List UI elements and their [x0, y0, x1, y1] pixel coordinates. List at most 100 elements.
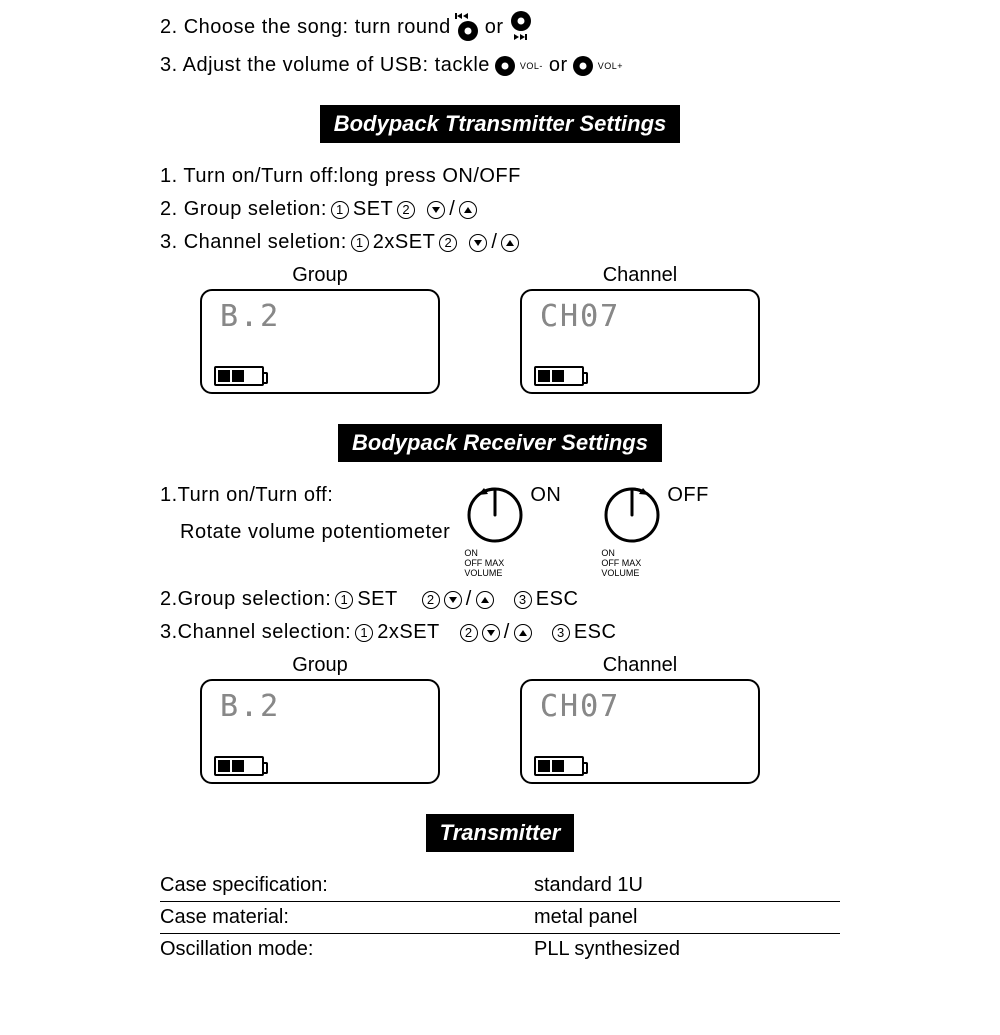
lcd-group-box: Group B.2: [200, 264, 440, 394]
section2-header: Bodypack Receiver Settings: [338, 424, 662, 462]
sec1-line1: 1. Turn on/Turn off:long press ON/OFF: [160, 165, 840, 188]
text: 3. Adjust the volume of USB: tackle: [160, 54, 490, 77]
step-2-icon: 2: [397, 201, 415, 219]
slash: /: [504, 621, 510, 644]
table-row: Case specification: standard 1U: [160, 870, 840, 902]
spec-table: Case specification: standard 1U Case mat…: [160, 870, 840, 965]
next-track-dial-icon: [508, 10, 534, 44]
up-button-icon: [476, 591, 494, 609]
text: OFF MAX: [464, 558, 561, 568]
text: 2xSET: [377, 621, 440, 644]
lcd-channel-box: Channel CH07: [520, 264, 760, 394]
text: 2. Group seletion:: [160, 198, 327, 221]
lcd-channel-label: Channel: [520, 654, 760, 677]
down-button-icon: [427, 201, 445, 219]
lcd-group-display: B.2: [200, 289, 440, 394]
text: Rotate volume potentiometer: [160, 521, 450, 544]
table-row: Case material: metal panel: [160, 902, 840, 934]
sec1-lcd-row: Group B.2 Channel CH07: [200, 264, 840, 394]
knob-sub: ON OFF MAX VOLUME: [601, 548, 709, 578]
text: or: [485, 16, 504, 39]
lcd-channel-display: CH07: [520, 679, 760, 784]
step-1-icon: 1: [355, 624, 373, 642]
text: 2.Group selection:: [160, 588, 331, 611]
intro-line-3: 3. Adjust the volume of USB: tackle VOL-…: [160, 54, 840, 77]
sec1-line2: 2. Group seletion: 1 SET 2 /: [160, 198, 840, 221]
section1-header-wrap: Bodypack Ttransmitter Settings: [160, 87, 840, 155]
spec-val: metal panel: [534, 902, 840, 934]
text: ON: [464, 548, 561, 558]
spec-val: PLL synthesized: [534, 934, 840, 966]
vol-up-dial-icon: [572, 54, 594, 77]
text: ESC: [574, 621, 617, 644]
step-2-icon: 2: [439, 234, 457, 252]
sec2-line1: 1.Turn on/Turn off: Rotate volume potent…: [160, 484, 840, 578]
section1-header: Bodypack Ttransmitter Settings: [320, 105, 681, 143]
up-button-icon: [501, 234, 519, 252]
sec2-line3: 3.Channel selection: 1 2xSET 2 / 3 ESC: [160, 621, 840, 644]
text: 2. Choose the song: turn round: [160, 16, 451, 39]
lcd-group-label: Group: [200, 654, 440, 677]
page-root: 2. Choose the song: turn round or 3. Adj…: [0, 10, 1000, 965]
sec2-line1-text: 1.Turn on/Turn off: Rotate volume potent…: [160, 484, 450, 544]
step-1-icon: 1: [351, 234, 369, 252]
step-2-icon: 2: [422, 591, 440, 609]
lcd-channel-box: Channel CH07: [520, 654, 760, 784]
lcd-channel-display: CH07: [520, 289, 760, 394]
sec2-line2: 2.Group selection: 1 SET 2 / 3 ESC: [160, 588, 840, 611]
vol-plus-label: VOL+: [598, 61, 623, 71]
step-3-icon: 3: [514, 591, 532, 609]
step-2-icon: 2: [460, 624, 478, 642]
step-1-icon: 1: [331, 201, 349, 219]
down-button-icon: [444, 591, 462, 609]
text: 2xSET: [373, 231, 436, 254]
knob-on-icon: [464, 484, 526, 546]
lcd-group-box: Group B.2: [200, 654, 440, 784]
lcd-channel-value: CH07: [534, 299, 746, 334]
vol-down-dial-icon: [494, 54, 516, 77]
text: SET: [353, 198, 393, 221]
knob-sub: ON OFF MAX VOLUME: [464, 548, 561, 578]
battery-icon: [214, 366, 264, 386]
battery-icon: [534, 756, 584, 776]
spec-val: standard 1U: [534, 870, 840, 902]
section3-header-wrap: Transmitter: [160, 796, 840, 864]
prev-track-dial-icon: [455, 10, 481, 44]
lcd-group-label: Group: [200, 264, 440, 287]
step-1-icon: 1: [335, 591, 353, 609]
lcd-group-value: B.2: [214, 299, 426, 334]
step-3-icon: 3: [552, 624, 570, 642]
text: 3. Channel seletion:: [160, 231, 347, 254]
up-button-icon: [459, 201, 477, 219]
vol-minus-label: VOL-: [520, 61, 543, 71]
lcd-channel-label: Channel: [520, 264, 760, 287]
spec-key: Oscillation mode:: [160, 934, 534, 966]
intro-line-2: 2. Choose the song: turn round or: [160, 10, 840, 44]
text: OFF MAX: [601, 558, 709, 568]
section3-header: Transmitter: [426, 814, 575, 852]
spec-key: Case specification:: [160, 870, 534, 902]
knob-off-block: OFF ON OFF MAX VOLUME: [601, 484, 709, 578]
battery-icon: [534, 366, 584, 386]
text: SET: [357, 588, 397, 611]
off-label: OFF: [667, 484, 709, 507]
text: or: [549, 54, 568, 77]
table-row: Oscillation mode: PLL synthesized: [160, 934, 840, 966]
text: ESC: [536, 588, 579, 611]
slash: /: [491, 231, 497, 254]
slash: /: [466, 588, 472, 611]
sec2-lcd-row: Group B.2 Channel CH07: [200, 654, 840, 784]
lcd-channel-value: CH07: [534, 689, 746, 724]
knob-row: ON ON OFF MAX VOLUME: [464, 484, 709, 578]
text: VOLUME: [464, 568, 561, 578]
down-button-icon: [469, 234, 487, 252]
on-label: ON: [530, 484, 561, 507]
knob-on-block: ON ON OFF MAX VOLUME: [464, 484, 561, 578]
down-button-icon: [482, 624, 500, 642]
sec1-line3: 3. Channel seletion: 1 2xSET 2 /: [160, 231, 840, 254]
text: ON: [601, 548, 709, 558]
battery-icon: [214, 756, 264, 776]
lcd-group-value: B.2: [214, 689, 426, 724]
knob-off-icon: [601, 484, 663, 546]
up-button-icon: [514, 624, 532, 642]
